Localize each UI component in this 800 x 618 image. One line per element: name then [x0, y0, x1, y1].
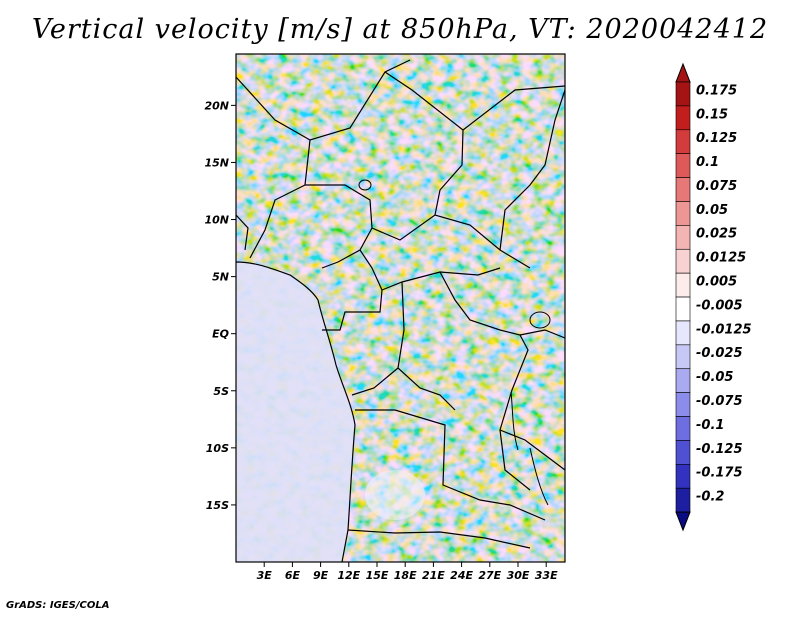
colorbar-label: 0.1: [696, 155, 719, 170]
colorbar-label: -0.025: [696, 346, 743, 361]
dry-region: [365, 470, 425, 520]
colorbar-segment: [675, 177, 691, 202]
lat-tick-label: 15S: [206, 499, 229, 512]
country-borders: [236, 59, 565, 562]
lon-tick-label: 18E: [394, 569, 417, 582]
lat-tick-label: 5N: [212, 271, 229, 284]
plot-frame: [235, 53, 566, 563]
colorbar-label: -0.125: [696, 442, 743, 457]
colorbar-segment: [675, 105, 691, 131]
colorbar-bottom-arrow: [675, 511, 691, 532]
colorbar-label: 0.15: [696, 107, 728, 122]
ocean-area: [236, 262, 355, 562]
colorbar-segment: [675, 487, 691, 513]
lakes: [358, 179, 551, 506]
colorbar-segment: [675, 368, 691, 393]
lake-victoria: [529, 311, 551, 329]
colorbar-segment: [675, 440, 691, 465]
colorbar-label: -0.05: [696, 370, 733, 385]
lon-tick-label: 9E: [313, 569, 329, 582]
lon-tick-label: 30E: [507, 569, 530, 582]
latitude-axis: 20N 15N 10N 5N EQ 5S 10S 15S: [204, 99, 236, 512]
longitude-axis: 3E 6E 9E 12E 15E 18E 21E 24E 27E 30E 33E: [257, 562, 558, 582]
lon-tick-label: 6E: [285, 569, 301, 582]
lon-tick-label: 21E: [422, 569, 445, 582]
colorbar-segment: [675, 416, 691, 441]
colorbar-segment: [675, 81, 691, 107]
colorbar-segment: [675, 225, 691, 250]
colorbar-segment: [675, 153, 691, 178]
colorbar: 0.175 0.15 0.125 0.1 0.075 0.05 0.025 0.0125 0.0…: [675, 62, 752, 532]
colorbar-segment: [675, 392, 691, 417]
lake-tanganyika: [510, 391, 519, 451]
colorbar-segment: [675, 344, 691, 370]
colorbar-segment: [675, 129, 691, 154]
lake-chad: [358, 179, 372, 191]
colorbar-segment: [675, 272, 691, 298]
lat-tick-label: 5S: [213, 385, 229, 398]
lake-malawi: [529, 447, 549, 506]
lat-tick-label: 10S: [206, 442, 229, 455]
colorbar-label: -0.2: [696, 490, 724, 505]
lat-tick-label: 20N: [204, 99, 229, 112]
grads-credit: GrADS: IGES/COLA: [6, 600, 110, 611]
colorbar-segment: [675, 201, 691, 226]
colorbar-label: 0.175: [696, 83, 737, 98]
colorbar-label: 0.005: [696, 275, 737, 290]
colorbar-label: -0.1: [696, 418, 724, 433]
colorbar-segment: [675, 296, 691, 322]
lon-tick-label: 24E: [450, 569, 473, 582]
lat-tick-label: EQ: [212, 328, 229, 341]
lat-tick-label: 15N: [204, 156, 229, 169]
colorbar-label: 0.0125: [696, 251, 746, 266]
map-title: Vertical velocity [m/s] at 850hPa, VT: 2…: [31, 14, 769, 45]
colorbar-segment: [675, 248, 691, 274]
colorbar-label: -0.0125: [696, 322, 752, 337]
colorbar-label: -0.005: [696, 298, 743, 313]
colorbar-segment: [675, 320, 691, 346]
colorbar-top-arrow: [675, 62, 691, 83]
lon-tick-label: 3E: [257, 569, 273, 582]
velocity-field: [236, 54, 565, 562]
lon-tick-label: 33E: [535, 569, 558, 582]
lon-tick-label: 27E: [478, 569, 501, 582]
lat-tick-label: 10N: [204, 214, 229, 227]
colorbar-label: 0.075: [696, 179, 737, 194]
colorbar-label: 0.05: [696, 203, 728, 218]
colorbar-label: -0.175: [696, 466, 743, 481]
lon-tick-label: 12E: [337, 569, 360, 582]
colorbar-label: 0.025: [696, 227, 737, 242]
colorbar-segment: [675, 464, 691, 489]
colorbar-label: -0.075: [696, 394, 743, 409]
lon-tick-label: 15E: [366, 569, 389, 582]
colorbar-label: 0.125: [696, 131, 737, 146]
